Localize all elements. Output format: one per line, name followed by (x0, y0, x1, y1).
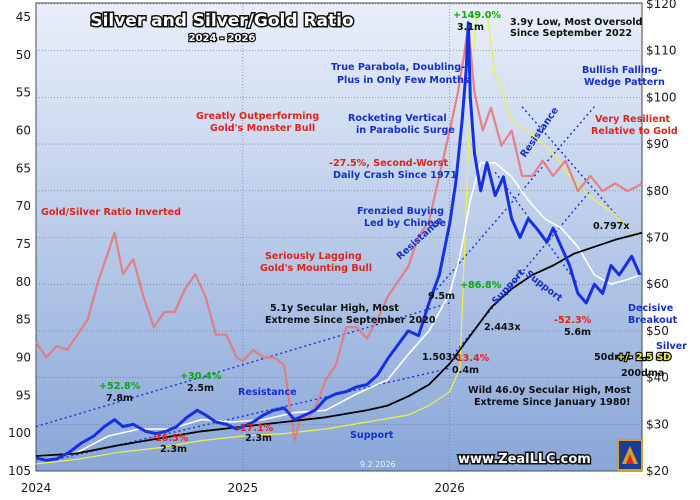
annotation-label: Plus in Only Few Months (337, 75, 470, 86)
annotation-label: +52.8% (99, 381, 141, 392)
y-right-tick-label: $30 (646, 417, 669, 431)
annotation-label: 50dma (594, 352, 631, 363)
y-right-tick-label: $20 (646, 464, 669, 478)
date-stamp: 9.2.2026 (360, 460, 396, 469)
series-ratio (35, 23, 643, 442)
y-left-tick-label: 80 (16, 275, 31, 289)
annotation-label: Resistance (238, 387, 297, 398)
y-right-tick-label: $110 (646, 44, 677, 58)
annotation-label: -16.5% (151, 433, 189, 444)
y-left-tick-label: 90 (16, 350, 31, 364)
series-lines (35, 12, 643, 465)
chart-subtitle: 2024 - 2026 (189, 33, 256, 44)
annotation-label: 9.5m (428, 291, 455, 302)
series-200dma (35, 231, 643, 457)
annotation-label: 7.8m (106, 393, 133, 404)
annotation-label: Very Resilient (595, 114, 671, 125)
y-left-tick-label: 85 (16, 313, 31, 327)
y-right-tick-label: $120 (646, 0, 677, 11)
trend-line (494, 171, 579, 285)
annotation-label: -13.4% (452, 353, 490, 364)
annotation-label: 3.1m (457, 22, 484, 33)
y-left-tick-label: 45 (16, 10, 31, 24)
y-right-tick-label: $60 (646, 277, 669, 291)
annotation-label: +30.4% (180, 371, 222, 382)
annotation-label: 2.3m (160, 444, 187, 455)
annotation-label: +/- 2.5 SD (617, 352, 671, 363)
annotation-label: Since September 2022 (510, 28, 632, 39)
annotation-label: Decisive (628, 303, 674, 314)
y-right-tick-label: $70 (646, 231, 669, 245)
chart-title: Silver and Silver/Gold Ratio (90, 11, 353, 31)
annotation-label: Extreme Since January 1980! (474, 397, 631, 408)
annotation-label: Frenzied Buying (357, 206, 444, 217)
y-left-tick-label: 100 (8, 426, 31, 440)
annotation-label: 2.443x (484, 322, 521, 333)
annotation-label: 3.9y Low, Most Oversold (510, 17, 643, 28)
annotation-label: Daily Crash Since 1971 (333, 170, 457, 181)
x-tick-label: 2026 (434, 481, 465, 495)
annotation-label: True Parabola, Doubling- (331, 62, 465, 73)
series-50dma (35, 162, 641, 458)
y-right-tick-label: $80 (646, 184, 669, 198)
y-right-tick-label: $90 (646, 137, 669, 151)
annotation-label: Breakout (628, 315, 678, 326)
trend-line (521, 106, 637, 238)
annotation-label: 2.5m (187, 383, 214, 394)
annotation-label: Gold's Mounting Bull (260, 263, 372, 274)
annotation-label: 0.797x (593, 221, 630, 232)
annotation-label: 1.503x (422, 352, 459, 363)
series-sd-band (35, 12, 637, 465)
annotation-label: 0.4m (452, 365, 479, 376)
annotation-label: Wedge Pattern (584, 77, 665, 88)
annotation-label: +149.0% (453, 10, 501, 21)
trend-line (35, 302, 450, 428)
annotation-label: -17.1% (236, 423, 274, 434)
annotation-label: Seriously Lagging (265, 251, 362, 262)
y-left-tick-label: 65 (16, 161, 31, 175)
annotation-label: Wild 46.0y Secular High, Most (468, 385, 631, 396)
y-left-tick-label: 60 (16, 123, 31, 137)
y-left-tick-label: 75 (16, 237, 31, 251)
annotation-label: Led by Chinese (364, 218, 446, 229)
annotation-label: 2.3m (245, 433, 272, 444)
x-tick-label: 2024 (21, 481, 52, 495)
annotation-label: Extreme Since September 2020 (265, 315, 436, 326)
y-left-tick-label: 105 (8, 464, 31, 478)
y-right-tick-label: $50 (646, 324, 669, 338)
y-left-tick-label: 55 (16, 86, 31, 100)
website-label: www.ZealLLC.com (458, 452, 591, 467)
y-left-tick-label: 95 (16, 388, 31, 402)
grid (35, 3, 642, 472)
annotation-label: Relative to Gold (591, 126, 678, 137)
axes: $120 $110 $100 $90 $80 $70 $60 $50 $40 $30 $20 45 50… (8, 0, 676, 495)
y-right-tick-label: $40 (646, 371, 669, 385)
annotation-label: 5.6m (564, 327, 591, 338)
annotation-label: -52.3% (554, 315, 592, 326)
annotation-label: Rocketing Vertical (348, 113, 447, 124)
annotation-label: +86.8% (460, 280, 502, 291)
annotation-label: 200dma (621, 368, 664, 379)
trend-line (432, 106, 595, 294)
x-tick-label: 2025 (228, 481, 259, 495)
annotation-label: Silver (656, 341, 687, 352)
trend-line (56, 367, 450, 461)
annotation-label: Greatly Outperforming (196, 111, 319, 122)
y-left-tick-label: 70 (16, 199, 31, 213)
annotation-label: in Parabolic Surge (356, 125, 455, 136)
annotation-label: Support (350, 430, 394, 441)
y-right-tick-label: $100 (646, 90, 677, 104)
annotation-label: 5.1y Secular High, Most (270, 303, 399, 314)
annotation-label: Bullish Falling- (582, 65, 662, 76)
logo-icon (617, 439, 643, 471)
series-silver (35, 21, 642, 462)
annotation-label: Gold's Monster Bull (210, 123, 315, 134)
annotation-label: Gold/Silver Ratio Inverted (41, 207, 181, 218)
annotation-label: -27.5%, Second-Worst (329, 158, 448, 169)
y-left-tick-label: 50 (16, 48, 31, 62)
